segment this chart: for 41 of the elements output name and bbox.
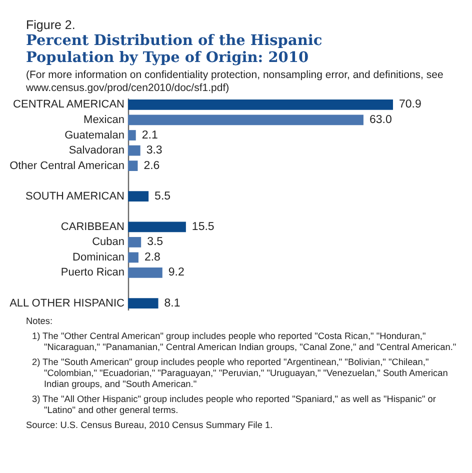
data-label: 5.5 — [154, 190, 171, 202]
bar — [128, 160, 138, 172]
data-label: 15.5 — [192, 220, 214, 233]
text: Notes: — [26, 316, 54, 327]
bar — [128, 252, 138, 263]
data-label: 2.8 — [144, 251, 160, 264]
data-label: 2.6 — [144, 160, 160, 172]
y-tick-label: Salvadoran — [68, 144, 124, 157]
text: 3) The "All Other Hispanic" group includes people who reported "Spaniard," as well as "Hispanic" or "Latino" and other general terms. — [31, 394, 437, 416]
data-label: 3.3 — [146, 144, 162, 157]
data-label: 2.1 — [142, 129, 158, 142]
bar — [128, 191, 149, 202]
caption: Figure 2. — [26, 18, 76, 32]
data-label: 3.5 — [147, 236, 164, 248]
bar — [128, 222, 186, 232]
y-tick-label: CENTRAL AMERICAN — [13, 98, 125, 111]
data-label: 8.1 — [164, 297, 180, 310]
data-label: 9.2 — [168, 266, 184, 279]
source-note: Source: U.S. Census Bureau, 2010 Census Summary File 1. — [26, 420, 274, 431]
bar — [128, 268, 162, 278]
y-tick-label: SOUTH AMERICAN — [25, 190, 125, 202]
y-tick-label: ALL OTHER HISPANIC — [10, 297, 125, 310]
bar — [128, 130, 136, 140]
data-label: 63.0 — [369, 114, 392, 126]
y-tick-label: Guatemalan — [64, 129, 124, 142]
text: 2) The "South American" group includes people who reported "Argentinean," "Bolivian," "Chilean," "Colombian," "Ecuadorian," "Paraguayan," "Peruvian," "Uruguayan," "Venezuelan," South American Indian groups, and "South American." — [31, 357, 449, 390]
bar — [128, 114, 364, 126]
y-tick-label: Mexican — [84, 114, 124, 126]
text: 1) The "Other Central American" group includes people who reported "Costa Rican," "Honduran," "Nicaraguan," "Panamanian," Central American Indian groups, "Canal Zone," and "Central American." — [31, 331, 458, 353]
chart-title: Percent Distribution of the Hispanic Population by Type of Origin: 2010 — [26, 32, 324, 66]
y-tick-label: Cuban — [92, 236, 124, 248]
y-tick-label: Dominican — [72, 251, 124, 264]
data-label: 70.9 — [399, 98, 422, 111]
y-tick-label: Other Central American — [10, 160, 124, 172]
bar — [128, 100, 393, 110]
y-tick-label: CARIBBEAN — [60, 220, 125, 233]
bar — [128, 145, 140, 156]
bar — [128, 298, 158, 308]
y-tick-label: Puerto Rican — [60, 266, 124, 279]
chart-subtitle: (For more information on confidentiality protection, nonsampling error, and definitions, see www.census.gov/prod/cen2010/doc/sf1.pdf) — [26, 69, 444, 94]
bar — [128, 236, 142, 248]
